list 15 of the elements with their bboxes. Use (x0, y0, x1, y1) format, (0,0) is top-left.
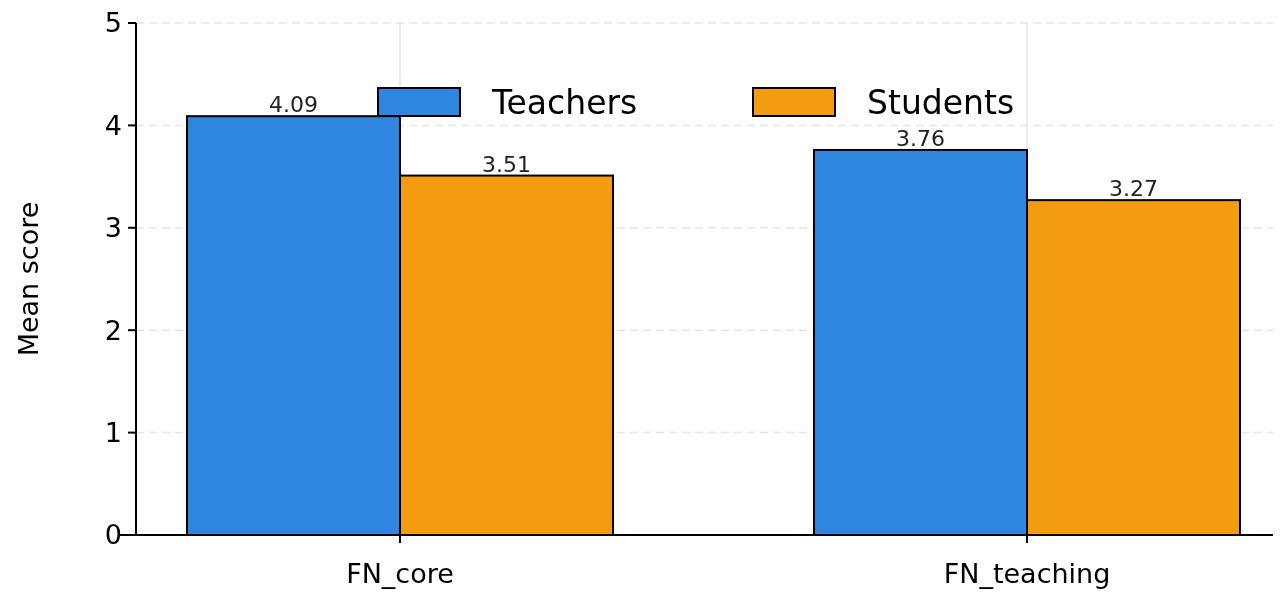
y-tick-label: 5 (104, 7, 122, 39)
y-tick-label: 1 (104, 417, 122, 449)
y-tick-label: 0 (104, 519, 122, 551)
legend-label: Students (867, 82, 1015, 122)
data-label: 4.09 (269, 92, 318, 118)
data-label: 3.76 (896, 125, 945, 151)
x-tick-label: FN_teaching (943, 558, 1111, 589)
legend-label: Teachers (491, 82, 638, 122)
y-tick-label: 4 (104, 109, 122, 141)
data-label: 3.27 (1109, 176, 1158, 202)
x-tick-label: FN_core (346, 558, 454, 589)
y-tick-label: 3 (104, 212, 122, 244)
y-tick-label: 2 (104, 314, 122, 346)
y-axis-title: Mean score (13, 201, 44, 357)
data-label: 3.51 (482, 151, 531, 177)
